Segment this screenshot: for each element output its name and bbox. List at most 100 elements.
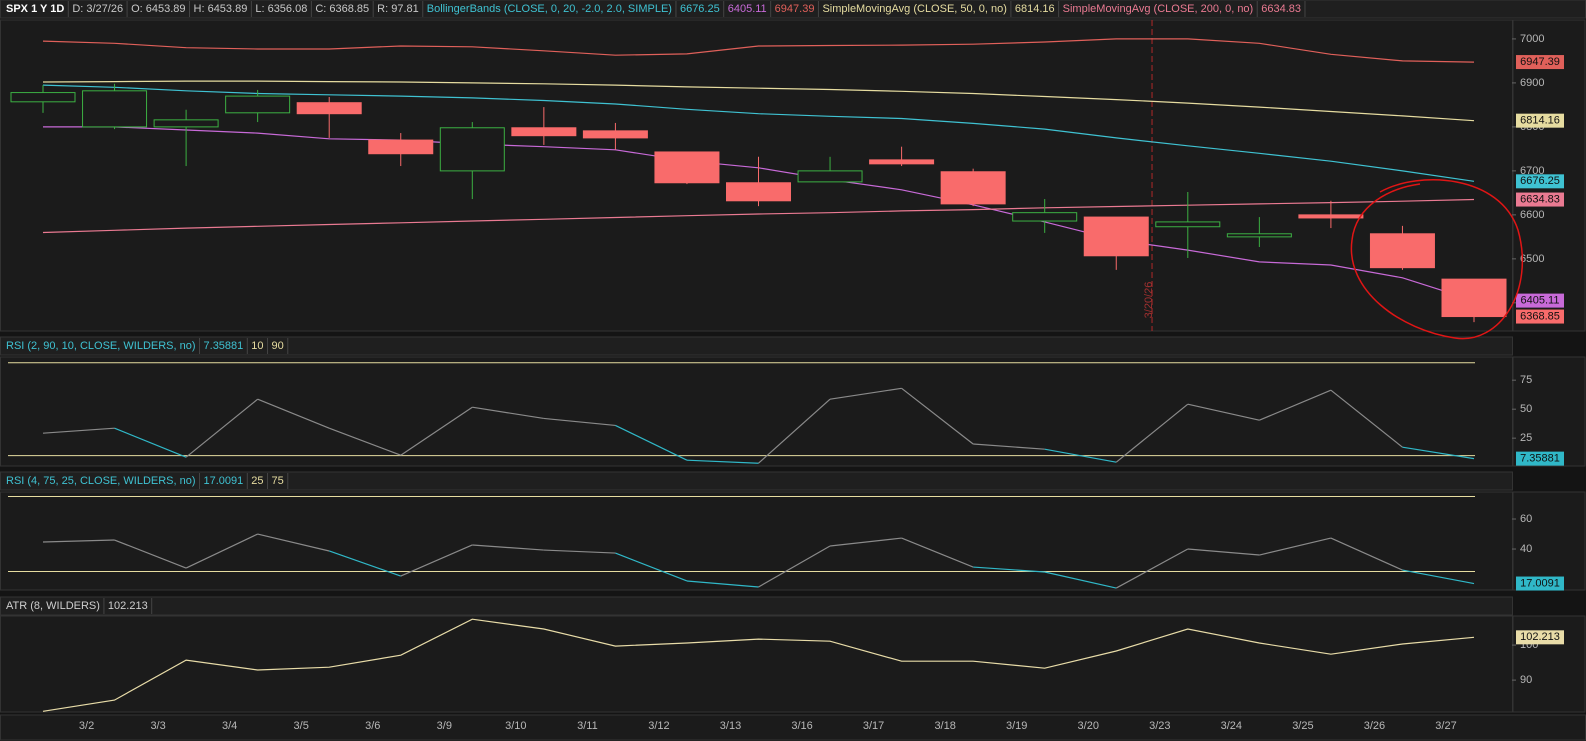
indicator-segment xyxy=(114,427,187,458)
candle-body xyxy=(296,102,362,115)
x-tick-label: 3/23 xyxy=(1149,720,1170,732)
header-text: O: 6453.89 xyxy=(131,3,185,15)
study-line xyxy=(42,80,1475,122)
indicator-segment xyxy=(1330,537,1403,571)
candle-body xyxy=(582,130,648,139)
y-tick-label: 60 xyxy=(1520,513,1532,525)
y-tick-label: 50 xyxy=(1520,403,1532,415)
indicator-segment xyxy=(615,424,688,461)
candle-body xyxy=(368,139,434,155)
candle-body xyxy=(1083,216,1149,257)
header-text: 75 xyxy=(272,475,284,487)
candle-body xyxy=(153,119,219,128)
candle-body xyxy=(940,171,1006,205)
indicator-segment xyxy=(472,406,544,420)
indicator-segment xyxy=(901,537,974,568)
indicator-segment xyxy=(400,406,473,456)
value-badge xyxy=(1516,309,1564,324)
indicator-segment xyxy=(543,417,616,427)
header-bar xyxy=(0,596,1513,616)
candle-body xyxy=(10,92,76,103)
x-tick-label: 3/19 xyxy=(1006,720,1027,732)
candle-body xyxy=(1155,221,1221,228)
indicator-segment xyxy=(901,387,974,445)
study-line xyxy=(42,198,1475,234)
x-tick-label: 3/13 xyxy=(720,720,741,732)
value-badge-label: 102.213 xyxy=(1520,631,1560,643)
indicator-segment xyxy=(758,398,831,464)
header-text: L: 6356.08 xyxy=(255,3,307,15)
study-line xyxy=(42,84,1475,182)
value-badge xyxy=(1516,630,1564,645)
candle-body xyxy=(439,127,505,172)
indicator-segment xyxy=(257,398,330,429)
candle-body xyxy=(654,151,720,184)
value-badge-label: 6368.85 xyxy=(1520,310,1560,322)
header-text: 17.0091 xyxy=(204,475,244,487)
candle-body xyxy=(869,159,935,165)
indicator-segment xyxy=(686,459,759,464)
x-tick-label: 3/4 xyxy=(222,720,237,732)
y-tick-label: 6600 xyxy=(1520,209,1544,221)
indicator-line xyxy=(42,618,1475,712)
x-tick-label: 3/24 xyxy=(1221,720,1242,732)
y-tick-label: 6500 xyxy=(1520,253,1544,265)
value-badge xyxy=(1516,192,1564,207)
indicator-segment xyxy=(1044,448,1117,463)
axis-panel xyxy=(1512,491,1586,591)
candle-body xyxy=(1369,233,1435,269)
value-badge-label: 6405.11 xyxy=(1521,295,1560,307)
indicator-segment xyxy=(1044,571,1117,589)
study-line xyxy=(42,38,1475,63)
value-badge-label: 17.0091 xyxy=(1520,577,1560,589)
candle-body xyxy=(511,127,577,137)
indicator-segment xyxy=(42,539,115,543)
header-text: 10 xyxy=(251,340,263,352)
indicator-segment xyxy=(329,550,401,577)
axis-panel xyxy=(1512,356,1586,467)
x-tick-label: 3/2 xyxy=(79,720,94,732)
y-tick-label: 90 xyxy=(1520,674,1532,686)
header-text: SPX 1 Y 1D xyxy=(6,3,64,15)
indicator-segment xyxy=(543,549,616,554)
x-tick-label: 3/26 xyxy=(1364,720,1385,732)
panel xyxy=(0,19,1513,332)
header-text: 102.213 xyxy=(108,600,148,612)
candle-body xyxy=(1441,278,1507,318)
header-text: 90 xyxy=(272,340,284,352)
indicator-segment xyxy=(114,539,187,569)
x-tick-label: 3/5 xyxy=(294,720,309,732)
y-tick-label: 6700 xyxy=(1520,165,1544,177)
value-badge-label: 6947.39 xyxy=(1520,56,1560,68)
indicator-segment xyxy=(472,544,544,551)
indicator-segment xyxy=(1115,548,1189,589)
indicator-segment xyxy=(42,427,115,434)
indicator-segment xyxy=(1187,403,1260,421)
header-text: 6634.83 xyxy=(1261,3,1301,15)
y-tick-label: 7000 xyxy=(1520,33,1544,45)
header-text: 6676.25 xyxy=(680,3,720,15)
value-badge xyxy=(1516,55,1564,70)
header-text: SimpleMovingAvg (CLOSE, 50, 0, no) xyxy=(822,3,1006,15)
x-tick-label: 3/6 xyxy=(365,720,380,732)
header-text: 6947.39 xyxy=(775,3,815,15)
value-badge xyxy=(1516,451,1564,466)
value-badge xyxy=(1516,113,1564,128)
indicator-segment xyxy=(758,545,831,588)
indicator-segment xyxy=(400,544,473,577)
header-text: RSI (2, 90, 10, CLOSE, WILDERS, no) xyxy=(6,340,196,352)
indicator-segment xyxy=(1330,389,1403,448)
header-text: 7.35881 xyxy=(204,340,244,352)
x-tick-label: 3/25 xyxy=(1292,720,1313,732)
value-badge xyxy=(1516,174,1564,189)
value-badge-label: 6814.16 xyxy=(1520,115,1560,127)
indicator-segment xyxy=(686,580,759,588)
x-tick-label: 3/11 xyxy=(577,720,598,732)
value-badge-label: 7.35881 xyxy=(1520,453,1560,465)
header-text: R: 97.81 xyxy=(377,3,419,15)
candle-body xyxy=(1012,212,1078,222)
annotation-circle xyxy=(1350,179,1523,340)
x-tick-label: 3/17 xyxy=(863,720,884,732)
x-tick-label: 3/3 xyxy=(150,720,165,732)
